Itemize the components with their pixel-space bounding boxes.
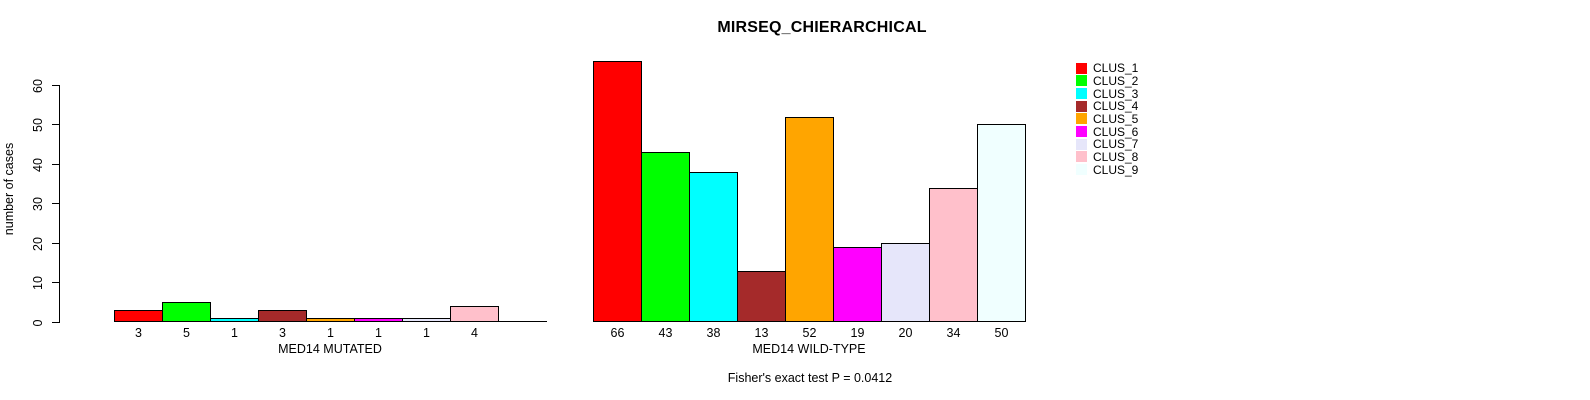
bar-CLUS_6: [833, 247, 882, 322]
bar-CLUS_7: [402, 318, 451, 322]
bar-CLUS_3: [689, 172, 738, 322]
bar-value-label: 38: [706, 326, 721, 340]
legend-label: CLUS_9: [1093, 162, 1139, 177]
bar-CLUS_8: [450, 306, 499, 322]
legend-item: CLUS_4: [1076, 99, 1139, 114]
legend-item: CLUS_7: [1076, 137, 1139, 152]
legend-swatch-CLUS_1: [1076, 62, 1087, 74]
y-tick-label: 20: [31, 236, 45, 251]
bar-CLUS_4: [737, 271, 786, 322]
bar-value-label: 1: [327, 326, 334, 340]
legend-label: CLUS_8: [1093, 149, 1139, 164]
legend-item: CLUS_8: [1076, 149, 1139, 164]
y-axis-line: [59, 85, 60, 323]
legend-label: CLUS_2: [1093, 73, 1139, 88]
bar-value-label: 66: [610, 326, 625, 340]
x-axis-label-wildtype: MED14 WILD-TYPE: [752, 342, 866, 356]
bar-CLUS_5: [785, 117, 834, 322]
y-axis-tick: [52, 124, 60, 125]
y-axis-tick: [52, 164, 60, 165]
bar-value-label: 3: [279, 326, 286, 340]
y-tick-label: 0: [31, 319, 45, 326]
y-axis-tick: [52, 85, 60, 86]
legend-label: CLUS_7: [1093, 137, 1139, 152]
legend-item: CLUS_1: [1076, 61, 1139, 76]
bar-CLUS_1: [593, 61, 642, 322]
y-tick-label: 50: [31, 117, 45, 132]
bar-CLUS_9: [977, 124, 1026, 322]
bar-CLUS_8: [929, 188, 978, 322]
legend-swatch-CLUS_8: [1076, 151, 1087, 163]
legend-swatch-CLUS_6: [1076, 126, 1087, 138]
legend-label: CLUS_4: [1093, 99, 1139, 114]
y-axis-tick: [52, 322, 60, 323]
legend-item: CLUS_9: [1076, 162, 1139, 177]
bar-value-label: 1: [375, 326, 382, 340]
bar-CLUS_6: [354, 318, 403, 322]
legend-label: CLUS_5: [1093, 111, 1139, 126]
bar-value-label: 1: [423, 326, 430, 340]
bar-value-label: 19: [850, 326, 865, 340]
bar-value-label: 4: [471, 326, 478, 340]
y-axis-label: number of cases: [2, 142, 16, 236]
bar-CLUS_4: [258, 310, 307, 322]
legend-label: CLUS_6: [1093, 124, 1139, 139]
legend-swatch-CLUS_3: [1076, 88, 1087, 100]
bar-value-label: 13: [754, 326, 769, 340]
bar-CLUS_3: [210, 318, 259, 322]
y-axis-tick: [52, 243, 60, 244]
legend-swatch-CLUS_9: [1076, 164, 1087, 176]
legend-swatch-CLUS_5: [1076, 113, 1087, 125]
y-tick-label: 10: [31, 275, 45, 290]
y-axis-tick: [52, 282, 60, 283]
bar-value-label: 5: [183, 326, 190, 340]
bar-value-label: 52: [802, 326, 817, 340]
bar-value-label: 43: [658, 326, 673, 340]
legend-swatch-CLUS_4: [1076, 100, 1087, 112]
bar-CLUS_7: [881, 243, 930, 322]
bar-zero-CLUS_9: [498, 321, 547, 322]
bar-CLUS_2: [162, 302, 211, 322]
legend-label: CLUS_1: [1093, 61, 1139, 76]
x-axis-label-mutated: MED14 MUTATED: [278, 342, 382, 356]
y-tick-label: 40: [31, 157, 45, 172]
legend-label: CLUS_3: [1093, 86, 1139, 101]
legend-item: CLUS_3: [1076, 86, 1139, 101]
legend-item: CLUS_5: [1076, 111, 1139, 126]
fisher-test-annotation: Fisher's exact test P = 0.0412: [727, 371, 893, 385]
y-axis-tick: [52, 203, 60, 204]
bar-CLUS_5: [306, 318, 355, 322]
bar-value-label: 20: [898, 326, 913, 340]
bar-CLUS_2: [641, 152, 690, 322]
chart-title: MIRSEQ_CHIERARCHICAL: [717, 19, 927, 36]
y-tick-label: 60: [31, 78, 45, 93]
bar-value-label: 3: [135, 326, 142, 340]
legend-item: CLUS_2: [1076, 73, 1139, 88]
y-tick-label: 30: [31, 196, 45, 211]
legend-swatch-CLUS_7: [1076, 138, 1087, 150]
bar-value-label: 50: [994, 326, 1009, 340]
bar-CLUS_1: [114, 310, 163, 322]
legend-swatch-CLUS_2: [1076, 75, 1087, 87]
bar-value-label: 34: [946, 326, 961, 340]
bar-value-label: 1: [231, 326, 238, 340]
legend-item: CLUS_6: [1076, 124, 1139, 139]
